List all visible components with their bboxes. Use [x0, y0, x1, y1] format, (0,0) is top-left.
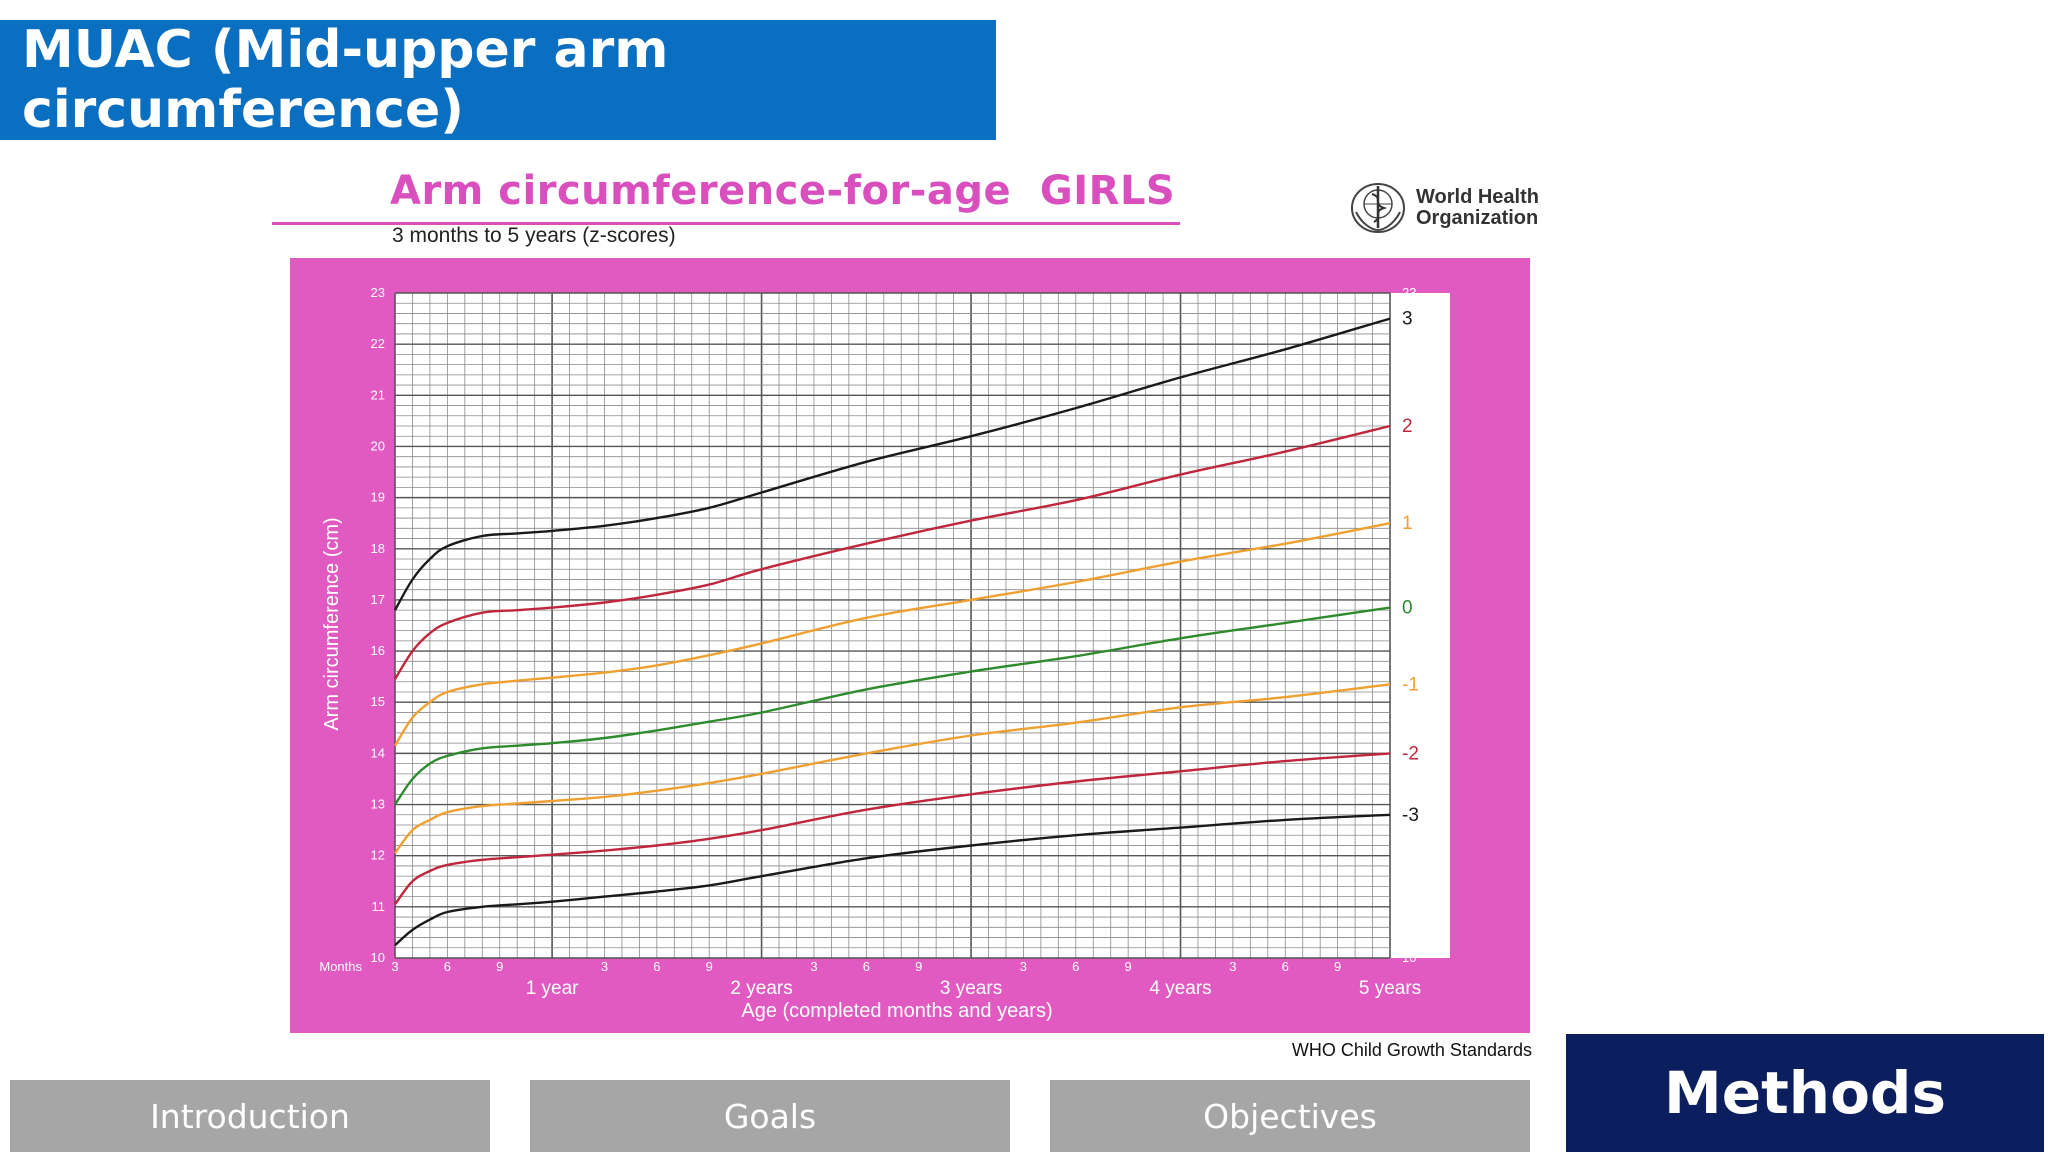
x-tick-label-month: 3	[1020, 959, 1027, 974]
y-tick-label-left: 11	[372, 899, 386, 914]
x-tick-label-year: 5 years	[1359, 978, 1421, 999]
z-score-label--2: -2	[1402, 743, 1419, 764]
z-score-curve--3	[394, 813, 1391, 947]
y-tick-label-left: 16	[371, 643, 385, 658]
who-logo-line2: Organization	[1416, 207, 1539, 229]
chart-source: WHO Child Growth Standards	[1291, 1040, 1532, 1060]
y-tick-label-right: 16	[1402, 643, 1416, 658]
x-tick-label-month: 6	[1282, 959, 1289, 974]
title-rule	[272, 222, 1180, 225]
chart-title: Arm circumference-for-age GIRLS	[390, 168, 1176, 214]
z-score-curve--2	[394, 752, 1391, 906]
x-tick-label-month: 3	[601, 959, 608, 974]
x-tick-label-month: 6	[1072, 959, 1079, 974]
nav-methods-button[interactable]: Methods	[1566, 1034, 2044, 1152]
y-tick-label-right: 12	[1402, 848, 1416, 863]
z-score-label--3: -3	[1402, 805, 1419, 826]
nav-introduction-button[interactable]: Introduction	[10, 1080, 490, 1152]
x-tick-label-year: 2 years	[730, 978, 792, 999]
x-axis-label: Age (completed months and years)	[741, 1000, 1052, 1022]
z-score-curve-3	[393, 317, 1391, 611]
y-tick-label-left: 20	[371, 438, 385, 453]
y-tick-label-right: 18	[1402, 541, 1416, 556]
chart-grid	[394, 292, 1391, 959]
y-tick-label-right: 14	[1402, 745, 1416, 760]
y-tick-label-left: 14	[371, 745, 385, 760]
y-tick-label-left: 18	[371, 541, 385, 556]
x-tick-label-month: 9	[1125, 959, 1132, 974]
z-score-label-1: 1	[1402, 513, 1413, 534]
z-score-curve--1	[394, 683, 1391, 854]
x-unit-label: Months	[319, 959, 362, 974]
y-tick-label-right: 17	[1402, 592, 1416, 607]
y-tick-label-right: 19	[1402, 490, 1416, 505]
y-tick-label-right: 11	[1402, 899, 1416, 914]
y-tick-label-left: 21	[371, 387, 385, 402]
y-tick-labels-left: 10 11 12 13 14 15 16 17 18 19 20 21 22 23	[371, 285, 385, 965]
x-tick-label-month: 9	[1334, 959, 1341, 974]
x-tick-label-month: 6	[863, 959, 870, 974]
z-score-label-0: 0	[1402, 598, 1413, 619]
y-axis-label: Arm circumference (cm)	[321, 517, 343, 730]
plot-area	[395, 293, 1450, 958]
x-tick-label-month: 3	[810, 959, 817, 974]
x-tick-label-month: 3	[391, 959, 398, 974]
z-score-label-2: 2	[1402, 416, 1413, 437]
x-tick-label-month: 6	[444, 959, 451, 974]
who-logo-line1: World Health	[1416, 186, 1539, 208]
z-score-curve-0	[394, 606, 1391, 806]
x-tick-label-month: 9	[706, 959, 713, 974]
y-tick-label-left: 17	[371, 592, 385, 607]
y-tick-label-left: 15	[371, 694, 385, 709]
x-tick-label-year: 1 year	[526, 978, 579, 999]
y-tick-label-left: 13	[371, 797, 385, 812]
x-tick-label-month: 9	[915, 959, 922, 974]
y-tick-label-right: 10	[1402, 950, 1416, 965]
y-tick-label-right: 22	[1402, 336, 1416, 351]
nav-goals-button[interactable]: Goals	[530, 1080, 1010, 1152]
slide-title-text: MUAC (Mid-upper arm circumference)	[22, 20, 669, 140]
y-tick-label-right: 15	[1402, 694, 1416, 709]
z-score-label-3: 3	[1402, 309, 1413, 330]
y-tick-label-left: 22	[371, 336, 385, 351]
who-emblem-icon	[1351, 183, 1405, 233]
x-tick-label-month: 6	[653, 959, 660, 974]
nav-objectives-button[interactable]: Objectives	[1050, 1080, 1530, 1152]
z-score-curve-1	[393, 522, 1391, 747]
y-tick-label-right: 23	[1402, 285, 1416, 300]
y-tick-label-right: 21	[1402, 387, 1416, 402]
x-tick-label-year: 3 years	[940, 978, 1002, 999]
y-tick-label-left: 10	[371, 950, 385, 965]
y-tick-label-left: 23	[371, 285, 385, 300]
z-score-label--1: -1	[1402, 674, 1419, 695]
x-tick-labels: 3 6 9 3 6 9 3 6 9 3 6 9 3 6 9 1 year 2 years 3 years 4 yea…	[391, 959, 1421, 999]
y-tick-label-right: 20	[1402, 438, 1416, 453]
chart-subtitle: 3 months to 5 years (z-scores)	[392, 224, 676, 247]
y-tick-label-right: 13	[1402, 797, 1416, 812]
who-logo-text: World Health Organization	[1416, 187, 1539, 229]
y-tick-label-left: 19	[371, 490, 385, 505]
x-tick-label-year: 4 years	[1149, 978, 1211, 999]
y-tick-label-left: 12	[371, 848, 385, 863]
slide-title: MUAC (Mid-upper arm circumference)	[0, 20, 996, 140]
x-tick-label-month: 9	[496, 959, 503, 974]
x-tick-label-month: 3	[1229, 959, 1236, 974]
z-score-curves	[393, 317, 1391, 947]
z-score-curve-2	[393, 424, 1391, 680]
